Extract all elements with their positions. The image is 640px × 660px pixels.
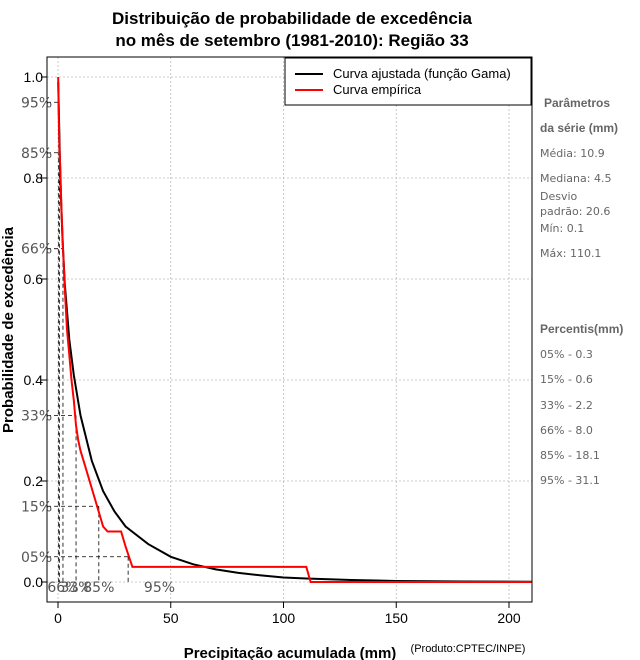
plot-frame bbox=[46, 56, 533, 603]
y-tick-label-0: 0.0 bbox=[24, 574, 44, 590]
x-tick-label-2: 100 bbox=[272, 610, 296, 626]
pct-label-4: 85% bbox=[21, 146, 52, 162]
percentil-66: 66% - 8.0 bbox=[540, 424, 593, 437]
params-title-2: da série (mm) bbox=[540, 121, 618, 135]
y-tick-label-1: 0.2 bbox=[24, 473, 44, 489]
x-tick-label-1: 50 bbox=[163, 610, 179, 626]
y-axis-label: Probabilidade de excedência bbox=[0, 226, 17, 433]
param-max: Máx: 110.1 bbox=[540, 247, 601, 260]
param-min: Mín: 0.1 bbox=[540, 222, 584, 235]
legend-label-gamma: Curva ajustada (função Gama) bbox=[333, 66, 511, 81]
bottom-pct-0: 66% bbox=[47, 580, 78, 596]
pct-label-3: 66% bbox=[21, 242, 52, 258]
chart-title-line2: no mês de setembro (1981-2010): Região 3… bbox=[115, 31, 468, 50]
pct-label-0: 05% bbox=[21, 550, 52, 566]
bottom-pct-3: 95% bbox=[144, 580, 175, 596]
x-axis-ticks: 0 50 100 150 200 bbox=[54, 602, 521, 626]
y-tick-label-2: 0.4 bbox=[24, 372, 44, 388]
y-tick-label-4: 0.8 bbox=[24, 170, 44, 186]
x-tick-label-0: 0 bbox=[54, 610, 62, 626]
x-axis-label: Precipitação acumulada (mm) bbox=[184, 645, 397, 660]
pct-label-1: 15% bbox=[21, 499, 52, 515]
percent-labels-bottom: 66%33%85% 95% bbox=[47, 580, 175, 596]
y-axis-ticks: 0.0 0.2 0.4 0.6 0.8 1.0 bbox=[24, 69, 47, 590]
pct-label-5: 95% bbox=[21, 95, 52, 111]
bottom-pct-1: 33% bbox=[60, 580, 91, 596]
series-line-1 bbox=[57, 76, 532, 583]
x-tick-label-4: 200 bbox=[497, 610, 521, 626]
percentile-guides bbox=[47, 101, 129, 582]
bottom-pct-2: 85% bbox=[83, 580, 114, 596]
grid-lines bbox=[47, 57, 532, 602]
percentil-15: 15% - 0.6 bbox=[540, 373, 593, 386]
percentis-title: Percentis(mm) bbox=[540, 322, 623, 336]
param-desvio-2: padrão: 20.6 bbox=[540, 205, 610, 218]
series-layer bbox=[57, 76, 532, 583]
percentil-05: 05% - 0.3 bbox=[540, 348, 593, 361]
percentil-33: 33% - 2.2 bbox=[540, 399, 593, 412]
legend-box bbox=[284, 57, 532, 106]
y-tick-label-3: 0.6 bbox=[24, 271, 44, 287]
param-media: Média: 10.9 bbox=[540, 147, 605, 160]
percent-labels-left: 05% 15% 33% 66% 85% 95% bbox=[21, 95, 52, 566]
percentil-95: 95% - 31.1 bbox=[540, 474, 600, 487]
param-desvio-1: Desvio bbox=[540, 190, 578, 203]
percentil-85: 85% - 18.1 bbox=[540, 449, 600, 462]
chart-title-line1: Distribuição de probabilidade de excedên… bbox=[112, 9, 472, 28]
param-mediana: Mediana: 4.5 bbox=[540, 172, 611, 185]
legend: Curva ajustada (função Gama) Curva empír… bbox=[284, 57, 532, 106]
series-line-0 bbox=[57, 82, 532, 583]
params-title-1: Parâmetros bbox=[544, 96, 610, 110]
pct-label-2: 33% bbox=[21, 408, 52, 424]
legend-label-empirical: Curva empírica bbox=[333, 82, 422, 97]
y-tick-label-5: 1.0 bbox=[24, 69, 44, 85]
x-tick-label-3: 150 bbox=[385, 610, 409, 626]
credit-text: (Produto:CPTEC/INPE) bbox=[411, 643, 526, 655]
side-panel: Parâmetros da série (mm) Média: 10.9 Med… bbox=[540, 96, 623, 487]
